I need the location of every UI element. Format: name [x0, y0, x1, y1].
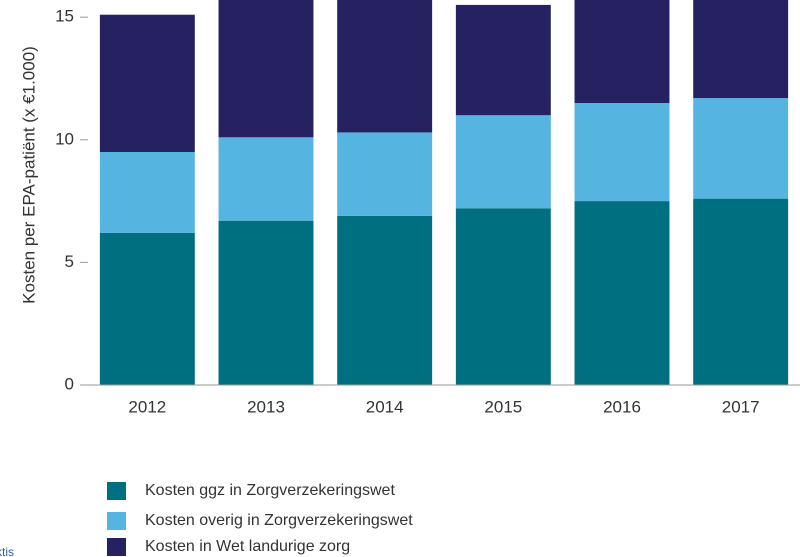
- x-tick-label: 2017: [722, 397, 760, 416]
- legend-label: Kosten in Wet landurige zorg: [145, 538, 350, 555]
- bar-segment: [337, 215, 433, 385]
- x-tick-label: 2015: [484, 397, 522, 416]
- bar-segment: [99, 232, 195, 385]
- legend-swatch: [107, 512, 126, 530]
- legend-swatch: [107, 482, 126, 500]
- bars: [99, 0, 789, 385]
- bar-segment: [337, 132, 433, 216]
- legend: Kosten ggz in Zorgverzekeringswet Kosten …: [107, 482, 413, 556]
- bar-segment: [574, 0, 670, 103]
- bar-segment: [99, 152, 195, 233]
- bar-segment: [99, 14, 195, 153]
- bar-segment: [693, 98, 789, 199]
- bar-segment: [337, 0, 433, 133]
- bar-segment: [455, 208, 551, 385]
- bar-segment: [574, 201, 670, 385]
- y-tick-label: 0: [65, 374, 74, 393]
- bar-segment: [218, 137, 314, 221]
- bar-segment: [218, 0, 314, 138]
- bar-segment: [455, 4, 551, 116]
- y-tick-label: 10: [55, 129, 74, 148]
- y-axis-label: Kosten per EPA-patiënt (x €1.000): [19, 46, 38, 304]
- y-tick-label: 15: [55, 7, 74, 26]
- bar-segment: [455, 115, 551, 209]
- x-tick-label: 2013: [247, 397, 285, 416]
- y-tick-label: 5: [65, 252, 74, 271]
- legend-label: Kosten overig in Zorgverzekeringswet: [145, 512, 413, 529]
- bar-segment: [218, 220, 314, 385]
- x-tick-label: 2014: [366, 397, 404, 416]
- footer-fragment: ktis: [0, 545, 14, 557]
- bar-segment: [693, 198, 789, 385]
- bar-segment: [693, 0, 789, 99]
- bar-segment: [574, 102, 670, 202]
- legend-swatch: [107, 538, 126, 556]
- x-tick-label: 2012: [128, 397, 166, 416]
- x-tick-label: 2016: [603, 397, 641, 416]
- legend-label: Kosten ggz in Zorgverzekeringswet: [145, 482, 395, 499]
